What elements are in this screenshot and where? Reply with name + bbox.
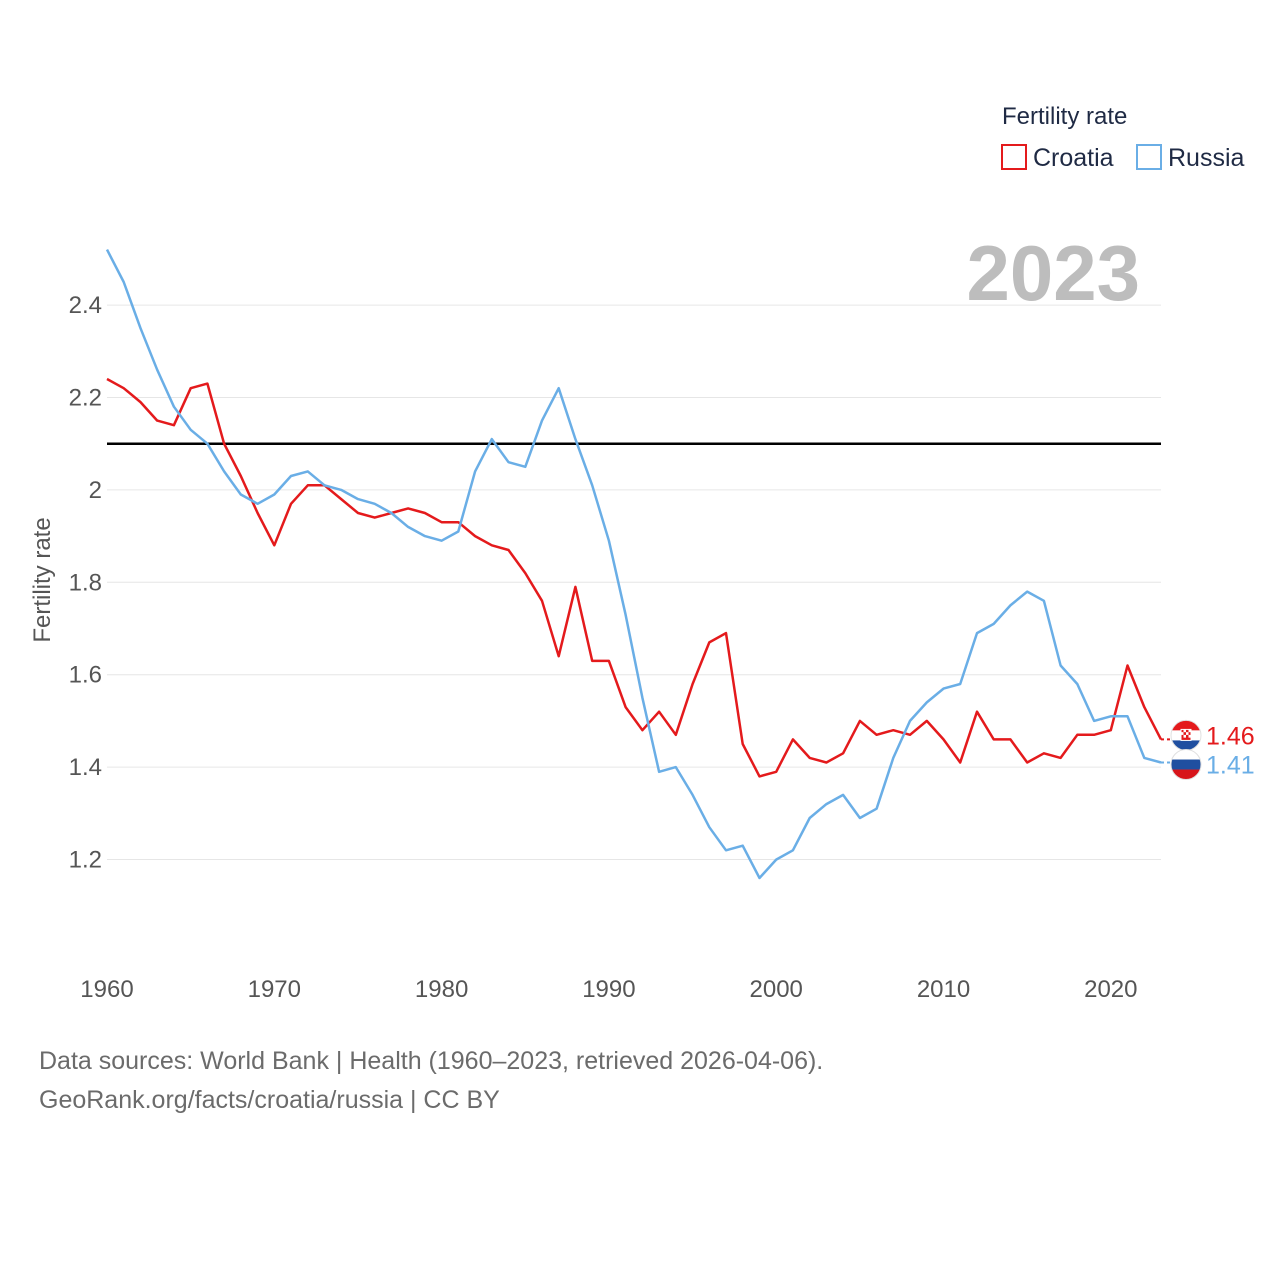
russia-flag-icon	[1170, 749, 1202, 781]
legend-swatch-russia	[1136, 144, 1162, 170]
x-tick-label: 2010	[917, 976, 970, 1003]
data-sources-text: Data sources: World Bank | Health (1960–…	[39, 1047, 823, 1075]
x-tick-label: 1980	[415, 976, 468, 1003]
legend-title: Fertility rate	[1002, 103, 1127, 130]
year-label: 2023	[966, 229, 1140, 317]
croatia-flag-icon	[1170, 719, 1202, 751]
end-value-russia: 1.41	[1206, 752, 1255, 780]
y-tick-label: 1.6	[69, 662, 102, 689]
y-tick-label: 2.2	[69, 384, 102, 411]
y-axis-ticks: 1.2 1.4 1.6 1.8 2 2.2 2.4	[69, 292, 102, 873]
y-tick-label: 1.2	[69, 847, 102, 874]
y-tick-label: 1.4	[69, 754, 102, 781]
series-line-russia	[105, 249, 1162, 880]
series-line-croatia	[106, 377, 1163, 778]
end-value-croatia: 1.46	[1206, 722, 1255, 750]
legend-swatch-croatia	[1001, 144, 1027, 170]
y-tick-label: 1.8	[69, 569, 102, 596]
source-url-text: GeoRank.org/facts/croatia/russia | CC BY	[39, 1086, 500, 1114]
grid	[107, 304, 1161, 861]
series-lines	[105, 249, 1163, 880]
y-tick-label: 2.4	[69, 292, 102, 319]
y-tick-label: 2	[89, 477, 102, 504]
x-tick-label: 2020	[1084, 976, 1137, 1003]
y-axis-title: Fertility rate	[29, 517, 56, 642]
legend-label-croatia: Croatia	[1033, 144, 1114, 172]
x-axis-ticks: 1960 1970 1980 1990 2000 2010 2020	[80, 976, 1137, 1003]
x-tick-label: 1970	[248, 976, 301, 1003]
legend-label-russia: Russia	[1168, 144, 1245, 172]
end-markers: 1.461.41	[1161, 719, 1255, 781]
x-tick-label: 1960	[80, 976, 133, 1003]
legend: Croatia Russia	[1001, 144, 1245, 172]
x-tick-label: 2000	[750, 976, 803, 1003]
x-tick-label: 1990	[582, 976, 635, 1003]
